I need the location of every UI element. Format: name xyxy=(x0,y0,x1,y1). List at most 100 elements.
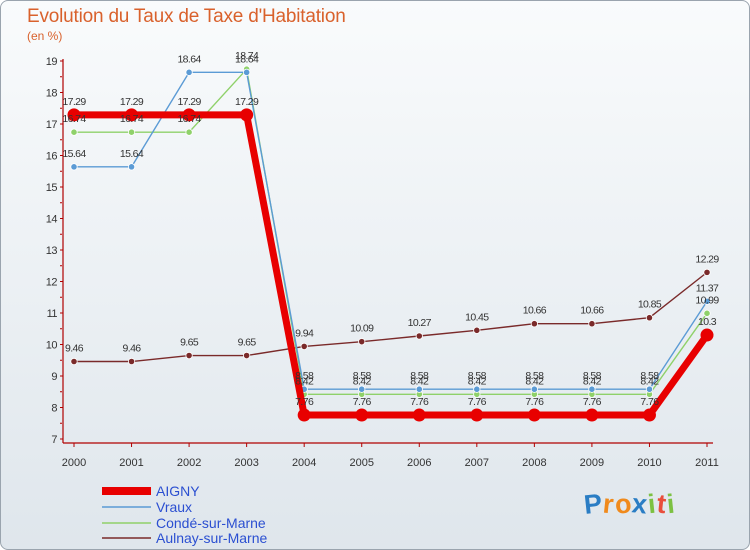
data-point xyxy=(645,314,654,322)
data-label: 7.76 xyxy=(410,396,429,408)
data-label: 10.99 xyxy=(695,294,719,306)
data-label: 8.58 xyxy=(640,370,659,382)
data-label: 10.3 xyxy=(698,316,717,328)
y-tick-label: 16 xyxy=(46,151,58,163)
data-label: 18.64 xyxy=(177,53,201,65)
data-point xyxy=(588,320,596,328)
data-label: 10.66 xyxy=(523,305,547,317)
x-tick-label: 2005 xyxy=(349,457,373,469)
data-label: 8.58 xyxy=(525,370,544,382)
data-point xyxy=(300,342,308,350)
y-tick-label: 7 xyxy=(51,434,57,446)
x-tick-label: 2008 xyxy=(522,457,546,469)
data-point xyxy=(358,385,366,393)
data-label: 9.65 xyxy=(180,337,199,349)
data-point xyxy=(185,128,193,136)
data-point xyxy=(125,108,139,122)
data-label: 16.74 xyxy=(177,113,201,125)
x-tick-label: 2007 xyxy=(465,457,489,469)
data-point xyxy=(240,108,254,122)
data-label: 8.58 xyxy=(583,370,602,382)
data-point xyxy=(243,351,251,360)
data-label: 8.58 xyxy=(353,370,372,382)
data-label: 7.76 xyxy=(640,396,659,408)
data-label: 9.65 xyxy=(238,337,257,349)
data-point xyxy=(703,297,711,305)
y-tick-label: 14 xyxy=(46,214,58,226)
data-point xyxy=(358,338,366,346)
chart-title: Evolution du Taux de Taxe d'Habitation xyxy=(27,6,346,27)
data-label: 8.42 xyxy=(640,375,659,387)
data-point xyxy=(70,128,78,136)
data-point xyxy=(473,385,481,393)
x-tick-label: 2002 xyxy=(177,457,201,469)
data-label: 8.42 xyxy=(468,375,487,387)
series-line-1 xyxy=(74,71,708,390)
data-point xyxy=(703,268,711,276)
data-point xyxy=(185,351,193,360)
data-label: 8.58 xyxy=(468,370,487,382)
data-label: 9.46 xyxy=(123,343,142,355)
x-tick-label: 2009 xyxy=(580,457,604,469)
data-point xyxy=(415,332,423,340)
data-point xyxy=(527,408,541,422)
y-tick-label: 17 xyxy=(46,119,58,131)
chart-unit: (en %) xyxy=(27,29,63,43)
data-label: 9.46 xyxy=(65,343,84,355)
data-point xyxy=(415,385,423,393)
series-line-2 xyxy=(74,68,708,395)
legend-label: Condé-sur-Marne xyxy=(156,515,266,531)
data-point xyxy=(530,385,538,393)
data-label: 7.76 xyxy=(295,396,314,408)
data-label: 8.42 xyxy=(353,375,372,387)
x-tick-label: 2006 xyxy=(407,457,431,469)
data-label: 11.37 xyxy=(696,282,719,294)
series-line-0 xyxy=(74,111,710,419)
data-label: 18.74 xyxy=(235,50,259,62)
y-tick-label: 13 xyxy=(46,245,58,257)
data-label: 10.66 xyxy=(580,305,604,317)
x-tick-label: 2003 xyxy=(234,457,258,469)
data-point xyxy=(185,68,193,76)
data-label: 8.58 xyxy=(410,370,429,382)
proxiti-logo: Proxiti xyxy=(582,488,677,520)
data-point xyxy=(645,385,654,393)
y-tick-label: 10 xyxy=(46,340,58,352)
data-point xyxy=(243,68,251,76)
data-label: 9.94 xyxy=(295,327,314,339)
y-tick-label: 11 xyxy=(47,308,58,320)
x-tick-label: 2000 xyxy=(62,457,86,469)
data-point xyxy=(412,408,426,422)
data-point xyxy=(585,408,599,422)
data-point xyxy=(473,326,481,334)
data-label: 7.76 xyxy=(583,396,602,408)
data-label: 17.29 xyxy=(120,96,144,108)
x-tick-label: 2001 xyxy=(119,457,143,469)
x-tick-label: 2010 xyxy=(637,457,661,469)
data-point xyxy=(642,408,656,422)
data-label: 10.85 xyxy=(638,299,662,311)
data-label: 17.29 xyxy=(177,96,201,108)
data-point xyxy=(470,408,484,422)
data-label: 10.27 xyxy=(408,317,432,329)
data-label: 16.74 xyxy=(120,113,144,125)
data-label: 12.29 xyxy=(695,253,719,265)
data-label: 15.64 xyxy=(62,148,86,160)
y-tick-label: 18 xyxy=(46,88,58,100)
y-tick-label: 19 xyxy=(46,56,58,68)
data-point xyxy=(700,328,714,342)
data-point xyxy=(67,108,81,122)
data-point xyxy=(70,163,78,171)
y-tick-label: 9 xyxy=(51,371,57,383)
data-point xyxy=(530,320,538,328)
data-point xyxy=(182,108,196,122)
logo-letter: i xyxy=(664,488,677,520)
data-point xyxy=(127,163,136,171)
data-label: 7.76 xyxy=(353,396,372,408)
data-label: 8.42 xyxy=(583,375,602,387)
data-point xyxy=(70,357,78,366)
y-tick-label: 8 xyxy=(51,403,57,415)
legend-label: Aulnay-sur-Marne xyxy=(156,530,267,546)
data-label: 7.76 xyxy=(525,396,544,408)
